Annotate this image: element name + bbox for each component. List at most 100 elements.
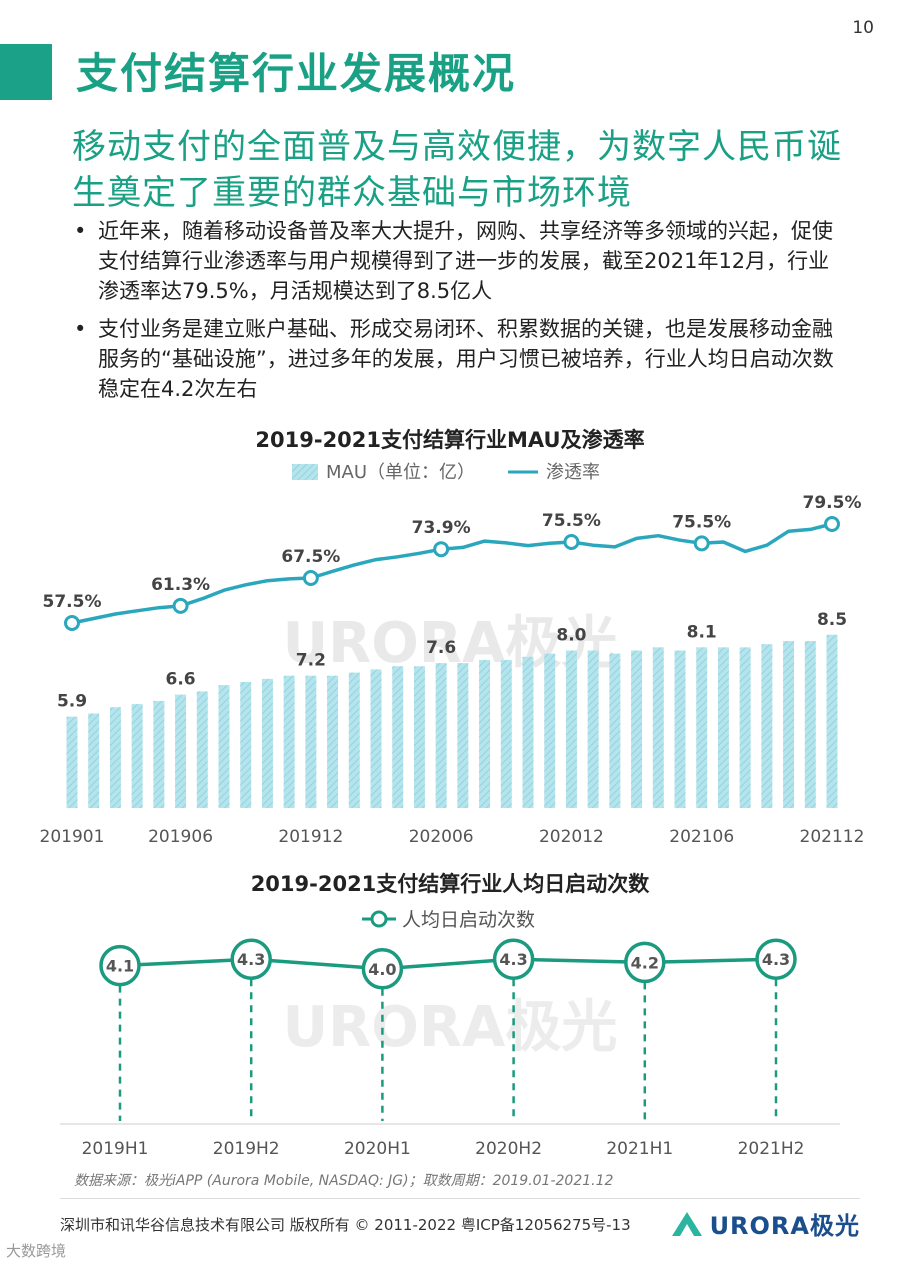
mau-bar: [674, 650, 686, 808]
mau-bar: [153, 700, 165, 808]
penetration-point: [824, 516, 840, 532]
penetration-data-label: 75.5%: [542, 511, 601, 531]
mau-bar: [609, 653, 621, 808]
mau-bar: [544, 653, 556, 808]
mau-bar: [631, 650, 643, 808]
bullet-item: • 近年来，随着移动设备普及率大大提升，网购、共享经济等多领域的兴起，促使支付结算…: [70, 216, 840, 306]
penetration-point: [64, 615, 80, 631]
penetration-data-label: 79.5%: [803, 493, 862, 513]
mau-bar: [88, 713, 100, 808]
launch-data-label: 4.0: [368, 960, 396, 979]
penetration-point: [302, 570, 319, 586]
mau-bar: [500, 659, 512, 808]
mau-chart: MAU（单位：亿） 渗透率 URORA极光 57.5% 61.3% 67.5% 73.…: [40, 462, 865, 847]
mau-bar: [804, 641, 816, 808]
mau-bar: [565, 650, 577, 808]
launch-data-label: 4.1: [106, 957, 134, 976]
mau-bar: [348, 672, 360, 808]
page-title: 支付结算行业发展概况: [76, 49, 517, 98]
x-tick-label: 2020H1: [344, 1139, 411, 1159]
mau-bar: [739, 647, 751, 808]
mau-bar: [826, 634, 838, 808]
mau-bar: [457, 663, 469, 808]
mau-bar: [587, 650, 599, 808]
x-tick-label: 2020H2: [475, 1139, 542, 1159]
mau-bar: [413, 666, 425, 808]
mau-data-label: 7.6: [426, 638, 456, 658]
mau-bar: [783, 641, 795, 808]
launch-point: [755, 938, 797, 980]
mau-bar: [435, 663, 447, 808]
legend-penetration-label: 渗透率: [546, 462, 600, 483]
penetration-data-label: 57.5%: [43, 592, 102, 612]
bullet-dot-icon: •: [74, 219, 87, 243]
bullet-dot-icon: •: [74, 317, 87, 341]
legend-mau-swatch: [292, 464, 318, 480]
x-tick-label: 201906: [148, 827, 213, 847]
mau-bar: [305, 675, 317, 808]
mau-legend: MAU（单位：亿） 渗透率: [292, 462, 600, 483]
page-number: 10: [852, 18, 874, 38]
launch-count-chart: 人均日启动次数 URORA极光 4.1 4.3 4.0 4.3 4.2 4.3 2019H…: [60, 909, 840, 1159]
mau-bar: [196, 691, 208, 808]
title-accent-bar: [0, 44, 52, 100]
footer-divider: [60, 1198, 860, 1199]
mau-bar: [327, 675, 339, 808]
mau-bar: [370, 669, 382, 808]
launch-data-label: 4.3: [762, 950, 790, 969]
footer-logo: URORA极光: [670, 1206, 860, 1240]
launch-data-label: 4.3: [499, 950, 527, 969]
launch-point: [624, 941, 666, 984]
mau-bar: [66, 716, 78, 808]
subtitle: 移动支付的全面普及与高效便捷，为数字人民币诞生奠定了重要的群众基础与市场环境: [72, 127, 842, 213]
mau-bar: [652, 647, 664, 808]
penetration-data-label: 75.5%: [672, 512, 731, 532]
watermark: URORA极光: [283, 611, 618, 676]
x-tick-label: 2021H1: [606, 1139, 673, 1159]
x-tick-label: 202112: [800, 827, 865, 847]
x-tick-label: 202106: [669, 827, 734, 847]
bullet-text: 支付业务是建立账户基础、形成交易闭环、积累数据的关键，也是发展移动金融服务的“基…: [98, 317, 834, 401]
mau-bar: [261, 678, 273, 808]
bullet-text: 近年来，随着移动设备普及率大大提升，网购、共享经济等多领域的兴起，促使支付结算行…: [98, 219, 833, 303]
mau-chart-title: 2019-2021支付结算行业MAU及渗透率: [255, 428, 645, 452]
mau-bar: [218, 685, 230, 808]
launch-legend: 人均日启动次数: [362, 909, 535, 931]
footer-copyright: 深圳市和讯华谷信息技术有限公司 版权所有 © 2011-2022 粤ICP备12…: [60, 1216, 631, 1234]
x-tick-label: 202006: [409, 827, 474, 847]
mau-bar: [761, 644, 773, 808]
launch-point: [492, 938, 535, 980]
x-tick-label: 201901: [40, 827, 105, 847]
penetration-point: [693, 535, 710, 552]
launch-point: [230, 938, 272, 980]
mau-bar: [522, 656, 534, 808]
legend-mau-label: MAU（单位：亿）: [326, 462, 475, 483]
mau-bar: [109, 707, 121, 808]
penetration-data-label: 73.9%: [412, 518, 471, 538]
mau-data-label: 8.0: [556, 626, 586, 646]
launch-point: [361, 948, 404, 990]
penetration-point: [172, 597, 189, 614]
mau-data-label: 8.1: [687, 622, 717, 642]
mau-bar: [240, 682, 252, 808]
mau-bar: [717, 647, 729, 808]
x-tick-label: 2021H2: [738, 1139, 805, 1159]
bullet-list: • 近年来，随着移动设备普及率大大提升，网购、共享经济等多领域的兴起，促使支付结算…: [70, 216, 840, 412]
mau-bar: [175, 694, 187, 808]
legend-launch-label: 人均日启动次数: [402, 909, 535, 931]
legend-launch-marker: [370, 910, 388, 928]
data-source: 数据来源：极光iAPP (Aurora Mobile, NASDAQ: JG)；…: [74, 1173, 614, 1189]
mau-bar: [283, 675, 295, 808]
penetration-point: [563, 534, 580, 550]
footer-logo-text: URORA极光: [709, 1211, 860, 1240]
bullet-item: • 支付业务是建立账户基础、形成交易闭环、积累数据的关键，也是发展移动金融服务的“…: [70, 314, 840, 404]
x-tick-label: 201912: [278, 827, 343, 847]
launch-data-label: 4.2: [631, 953, 659, 972]
mau-bar: [392, 666, 404, 808]
launch-chart-title: 2019-2021支付结算行业人均日启动次数: [250, 872, 650, 896]
penetration-data-label: 61.3%: [151, 575, 210, 595]
aurora-logo-icon: [671, 1212, 702, 1236]
watermark: URORA极光: [283, 995, 618, 1060]
mau-bar: [131, 704, 143, 808]
penetration-data-label: 67.5%: [281, 547, 340, 567]
